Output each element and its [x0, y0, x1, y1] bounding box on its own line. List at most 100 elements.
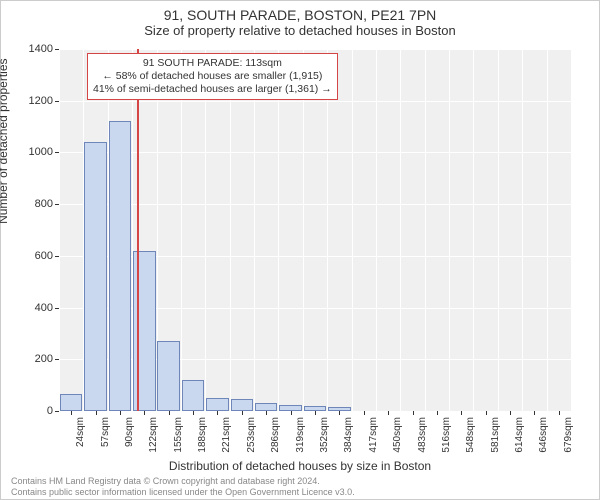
- annot-line3: 41% of semi-detached houses are larger (…: [93, 83, 332, 96]
- xtick-label: 646sqm: [538, 417, 549, 461]
- xtick-mark: [534, 411, 535, 415]
- xtick-label: 516sqm: [441, 417, 452, 461]
- histogram-bar: [60, 394, 82, 411]
- plot-area: 91 SOUTH PARADE: 113sqm ← 58% of detache…: [59, 49, 571, 411]
- ytick-label: 1200: [13, 95, 53, 107]
- xtick-mark: [364, 411, 365, 415]
- ytick-mark: [55, 204, 59, 205]
- histogram-bar: [133, 251, 155, 411]
- gridline-v: [571, 49, 572, 411]
- gridline-v: [278, 49, 279, 411]
- xtick-mark: [559, 411, 560, 415]
- xtick-label: 352sqm: [319, 417, 330, 461]
- footer-attribution: Contains HM Land Registry data © Crown c…: [11, 476, 589, 498]
- histogram-bar: [109, 121, 131, 411]
- ytick-mark: [55, 308, 59, 309]
- xtick-mark: [388, 411, 389, 415]
- xtick-mark: [266, 411, 267, 415]
- xtick-mark: [315, 411, 316, 415]
- xtick-label: 319sqm: [295, 417, 306, 461]
- gridline-v: [181, 49, 182, 411]
- gridline-h: [59, 49, 571, 50]
- gridline-v: [205, 49, 206, 411]
- ytick-mark: [55, 359, 59, 360]
- gridline-v: [522, 49, 523, 411]
- xtick-mark: [242, 411, 243, 415]
- xtick-mark: [510, 411, 511, 415]
- gridline-v: [400, 49, 401, 411]
- xtick-label: 384sqm: [343, 417, 354, 461]
- ytick-label: 400: [13, 302, 53, 314]
- gridline-v: [425, 49, 426, 411]
- xtick-mark: [339, 411, 340, 415]
- xtick-label: 155sqm: [173, 417, 184, 461]
- gridline-v: [352, 49, 353, 411]
- histogram-bar: [84, 142, 106, 411]
- gridline-h: [59, 152, 571, 153]
- gridline-v: [498, 49, 499, 411]
- gridline-v: [376, 49, 377, 411]
- xtick-mark: [413, 411, 414, 415]
- xtick-mark: [193, 411, 194, 415]
- xtick-label: 221sqm: [221, 417, 232, 461]
- xtick-mark: [71, 411, 72, 415]
- histogram-bar: [231, 399, 253, 411]
- gridline-v: [254, 49, 255, 411]
- xtick-label: 581sqm: [490, 417, 501, 461]
- ytick-mark: [55, 101, 59, 102]
- xtick-mark: [437, 411, 438, 415]
- x-axis-label: Distribution of detached houses by size …: [1, 459, 599, 473]
- histogram-bar: [157, 341, 179, 411]
- gridline-v: [449, 49, 450, 411]
- y-axis-label: Number of detached properties: [0, 58, 10, 223]
- histogram-bar: [255, 403, 277, 411]
- ytick-mark: [55, 256, 59, 257]
- chart-container: 91, SOUTH PARADE, BOSTON, PE21 7PN Size …: [0, 0, 600, 500]
- xtick-label: 24sqm: [75, 417, 86, 461]
- ytick-label: 1400: [13, 43, 53, 55]
- histogram-bar: [182, 380, 204, 411]
- xtick-label: 417sqm: [368, 417, 379, 461]
- xtick-label: 548sqm: [465, 417, 476, 461]
- xtick-label: 90sqm: [124, 417, 135, 461]
- gridline-h: [59, 101, 571, 102]
- ytick-mark: [55, 152, 59, 153]
- annot-line1: 91 SOUTH PARADE: 113sqm: [93, 57, 332, 70]
- gridline-v: [547, 49, 548, 411]
- ytick-label: 0: [13, 405, 53, 417]
- xtick-label: 679sqm: [563, 417, 574, 461]
- page-subtitle: Size of property relative to detached ho…: [1, 23, 599, 42]
- xtick-label: 614sqm: [514, 417, 525, 461]
- gridline-v: [230, 49, 231, 411]
- xtick-label: 122sqm: [148, 417, 159, 461]
- ytick-label: 600: [13, 250, 53, 262]
- gridline-v: [473, 49, 474, 411]
- xtick-mark: [217, 411, 218, 415]
- xtick-label: 286sqm: [270, 417, 281, 461]
- xtick-label: 483sqm: [417, 417, 428, 461]
- xtick-label: 450sqm: [392, 417, 403, 461]
- xtick-mark: [96, 411, 97, 415]
- ytick-label: 1000: [13, 146, 53, 158]
- xtick-label: 253sqm: [246, 417, 257, 461]
- annot-line2: ← 58% of detached houses are smaller (1,…: [93, 70, 332, 83]
- xtick-label: 188sqm: [197, 417, 208, 461]
- histogram-bar: [206, 398, 228, 411]
- xtick-mark: [144, 411, 145, 415]
- reference-annotation: 91 SOUTH PARADE: 113sqm ← 58% of detache…: [87, 53, 338, 100]
- xtick-mark: [486, 411, 487, 415]
- xtick-mark: [291, 411, 292, 415]
- gridline-v: [303, 49, 304, 411]
- ytick-mark: [55, 49, 59, 50]
- ytick-label: 800: [13, 198, 53, 210]
- xtick-mark: [461, 411, 462, 415]
- page-title: 91, SOUTH PARADE, BOSTON, PE21 7PN: [1, 1, 599, 23]
- ytick-mark: [55, 411, 59, 412]
- gridline-h: [59, 204, 571, 205]
- xtick-label: 57sqm: [100, 417, 111, 461]
- gridline-v: [59, 49, 60, 411]
- xtick-mark: [120, 411, 121, 415]
- ytick-label: 200: [13, 353, 53, 365]
- reference-line: [137, 49, 139, 411]
- xtick-mark: [169, 411, 170, 415]
